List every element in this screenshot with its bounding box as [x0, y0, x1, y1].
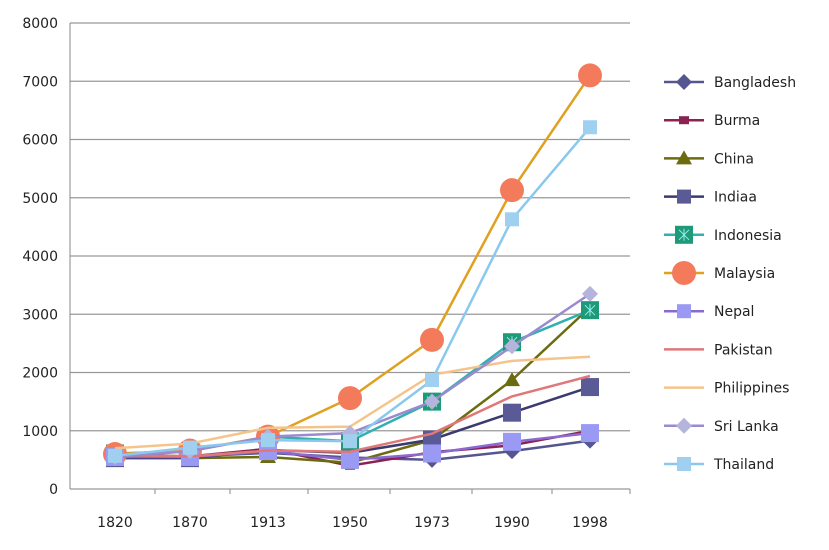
y-tick-label: 7000	[22, 74, 58, 90]
x-tick-label: 1950	[332, 515, 368, 531]
x-tick-label: 1870	[172, 515, 208, 531]
data-point-nepal	[341, 450, 359, 469]
legend-label-malaysia: Malaysia	[714, 266, 775, 282]
data-point-indiaa	[581, 378, 599, 397]
legend-label-indonesia: Indonesia	[714, 228, 782, 244]
legend-marker-indonesia-cross	[678, 228, 690, 241]
x-tick-label: 1913	[250, 515, 286, 531]
legend-marker-malaysia	[672, 261, 696, 285]
x-tick-label: 1820	[97, 515, 133, 531]
legend-label-burma: Burma	[714, 113, 760, 129]
legend-marker-indiaa	[677, 189, 691, 204]
x-tick-label: 1973	[414, 515, 450, 531]
data-point-indiaa	[503, 403, 521, 422]
data-point-malaysia	[578, 63, 602, 88]
x-tick-label: 1990	[494, 515, 530, 531]
legend-label-bangladesh: Bangladesh	[714, 75, 796, 91]
data-point-malaysia	[338, 386, 362, 411]
data-point-nepal	[581, 424, 599, 443]
data-point-thailand	[108, 448, 122, 463]
legend-label-china: China	[714, 151, 754, 167]
legend-label-nepal: Nepal	[714, 304, 754, 320]
x-tick-label: 1998	[572, 515, 608, 531]
data-point-malaysia	[420, 327, 444, 352]
y-tick-label: 6000	[22, 133, 58, 149]
y-tick-label: 3000	[22, 307, 58, 323]
y-tick-label: 1000	[22, 424, 58, 440]
y-tick-label: 5000	[22, 191, 58, 207]
legend-label-sri-lanka: Sri Lanka	[714, 419, 779, 435]
legend-marker-sri-lanka	[676, 417, 692, 434]
legend-marker-thailand	[677, 457, 691, 471]
legend-label-indiaa: Indiaa	[714, 190, 757, 206]
data-point-indonesia-cross	[584, 304, 596, 317]
legend-label-thailand: Thailand	[713, 457, 774, 473]
data-point-thailand	[343, 434, 357, 449]
data-point-nepal	[423, 444, 441, 463]
data-point-sri-lanka	[424, 393, 440, 410]
data-point-nepal	[503, 432, 521, 451]
data-point-thailand	[505, 212, 519, 227]
data-point-thailand	[261, 433, 275, 448]
data-point-thailand	[583, 120, 597, 135]
data-point-thailand	[425, 373, 439, 388]
legend-marker-burma	[679, 116, 689, 125]
legend-label-pakistan: Pakistan	[714, 342, 773, 358]
data-point-sri-lanka	[582, 285, 598, 302]
data-point-malaysia	[500, 178, 524, 203]
data-point-sri-lanka	[504, 338, 520, 355]
y-tick-label: 8000	[22, 16, 58, 32]
y-tick-label: 4000	[22, 249, 58, 265]
legend-marker-bangladesh	[676, 74, 692, 90]
y-tick-label: 2000	[22, 366, 58, 382]
y-tick-label: 0	[49, 482, 58, 498]
data-point-thailand	[183, 440, 197, 455]
legend-marker-nepal	[677, 304, 691, 319]
legend-marker-china	[676, 150, 692, 165]
data-point-china	[504, 372, 520, 387]
legend-label-philippines: Philippines	[714, 381, 789, 397]
